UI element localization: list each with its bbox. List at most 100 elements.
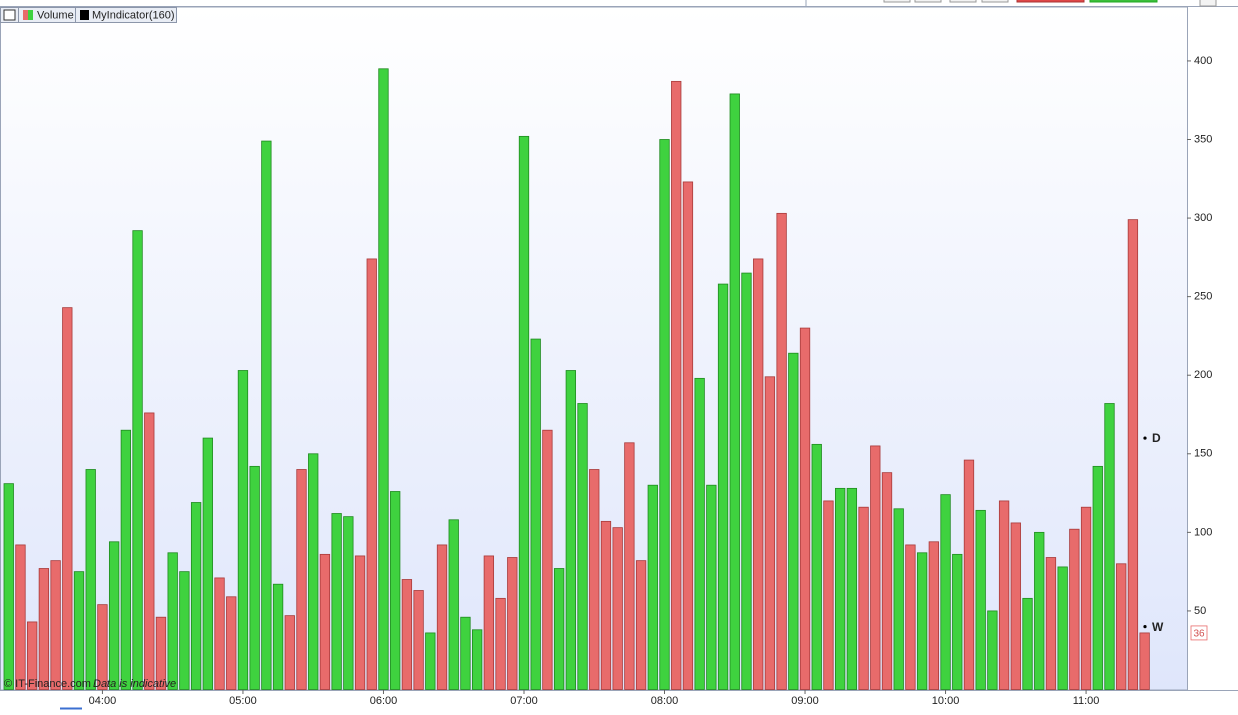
copyright: © IT-Finance.com [4,678,91,690]
bar [261,140,272,690]
toolbar-button[interactable] [949,0,977,3]
bar [284,615,295,690]
y-tick-label: 150 [1194,448,1212,460]
bar [823,500,834,690]
bar [27,621,38,690]
legend-swatch-down [23,10,28,20]
bar [612,527,623,690]
bar [1010,522,1021,690]
bar [296,469,307,690]
bar [308,453,319,690]
bar [963,459,975,690]
bar [483,555,495,690]
bar [870,445,881,690]
bar [85,469,96,690]
bar [471,629,483,690]
bar [928,541,939,690]
bar [448,519,459,690]
buy-button[interactable] [1089,0,1158,3]
legend-label[interactable]: MyIndicator(160) [92,9,175,21]
bar [952,553,963,690]
bar [50,560,61,690]
bar [495,597,506,690]
sell-button[interactable] [1016,0,1085,3]
bar [846,487,858,690]
y-tick-label: 350 [1194,133,1212,145]
toolbar-button[interactable] [883,0,911,3]
toolbar-button[interactable] [981,0,1009,3]
bar [799,327,811,690]
bar [1034,531,1045,690]
bar [647,484,658,690]
bar [764,376,776,690]
legend: Volume MyIndicator(160) [0,7,177,23]
bar [202,437,213,690]
bar [858,506,869,690]
bar [460,616,471,690]
x-tick-label: 09:00 [791,695,819,707]
y-tick-label: 250 [1194,291,1212,303]
bar [706,484,717,690]
bar [425,632,436,690]
bar [38,568,50,690]
x-tick-label: 04:00 [89,695,117,707]
bar [507,557,518,690]
x-tick-label: 07:00 [510,695,538,707]
bar [589,469,600,690]
x-tick-label: 06:00 [370,695,398,707]
bar [1080,506,1092,690]
bar [682,181,694,690]
bar [1104,403,1115,690]
bar [1057,566,1068,690]
bar [401,579,413,690]
annotation-label: D [1152,431,1161,445]
bar [97,604,108,690]
bar [916,552,928,690]
bar [354,555,366,690]
bar [893,508,904,690]
bar [1116,563,1127,690]
x-tick-label: 10:00 [932,695,960,707]
bar [835,487,846,690]
bar [694,377,705,690]
toolbar-button[interactable] [1199,0,1217,7]
bar [120,429,131,690]
legend-swatch [80,10,89,20]
bar [319,553,331,690]
toolbar-button[interactable] [914,0,942,3]
bar [987,610,998,690]
last-value-label: 36 [1193,629,1205,640]
bar [272,583,284,690]
bar [553,568,565,690]
bar [343,516,354,690]
bar [390,491,401,690]
bar [717,283,729,690]
bar [518,135,530,690]
bar [753,258,764,690]
legend-swatch-up [28,10,33,20]
bar [671,80,682,690]
window-icon[interactable] [3,9,16,21]
bar [998,500,1010,690]
x-tick-label: 11:00 [1073,695,1100,707]
bar [73,571,85,690]
bar [3,483,14,690]
bar [108,541,120,690]
annotation-dot [1143,436,1147,440]
bar [436,544,448,690]
bar [214,577,225,690]
y-tick-label: 100 [1194,526,1212,538]
bar [600,520,612,690]
bar [366,258,377,690]
bar [776,212,787,690]
x-tick-label: 08:00 [651,695,679,707]
bar [624,442,635,690]
disclaimer: Data is indicative [93,678,176,690]
bar [741,272,752,690]
bar [542,429,553,690]
bar [881,472,893,690]
bar [788,352,799,690]
y-tick-label: 200 [1194,369,1212,381]
bar [378,68,389,690]
legend-label[interactable]: Volume [37,9,74,21]
